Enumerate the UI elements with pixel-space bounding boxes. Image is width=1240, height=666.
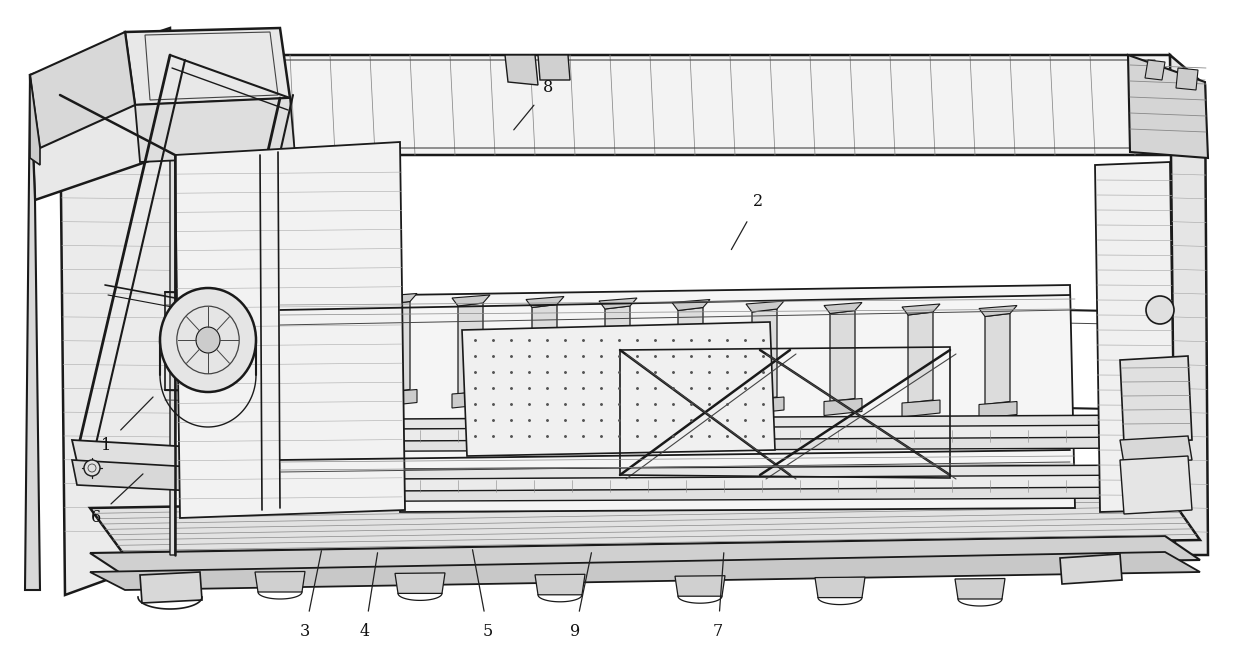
Polygon shape [1060, 554, 1122, 584]
Polygon shape [379, 294, 417, 304]
Polygon shape [1171, 55, 1208, 555]
Polygon shape [91, 552, 1200, 590]
Ellipse shape [160, 288, 255, 392]
Polygon shape [534, 574, 585, 595]
Polygon shape [746, 397, 784, 414]
Polygon shape [678, 308, 703, 398]
Polygon shape [396, 285, 1075, 512]
Polygon shape [30, 28, 175, 200]
Polygon shape [746, 301, 784, 312]
Polygon shape [675, 575, 725, 596]
Polygon shape [505, 55, 538, 85]
Polygon shape [830, 310, 856, 402]
Polygon shape [538, 55, 570, 80]
Text: 9: 9 [570, 553, 591, 641]
Text: 8: 8 [513, 79, 553, 130]
Polygon shape [396, 573, 445, 593]
Polygon shape [1120, 356, 1192, 444]
Text: 4: 4 [360, 553, 377, 641]
Polygon shape [1176, 68, 1198, 90]
Polygon shape [532, 304, 557, 396]
Polygon shape [200, 437, 1154, 452]
Polygon shape [985, 314, 1011, 404]
Polygon shape [526, 392, 564, 410]
Polygon shape [200, 475, 1154, 492]
Polygon shape [60, 55, 175, 595]
Polygon shape [463, 322, 775, 456]
Polygon shape [1120, 436, 1192, 464]
Text: 2: 2 [732, 194, 763, 250]
Polygon shape [170, 55, 1176, 155]
Polygon shape [255, 571, 305, 592]
Polygon shape [200, 487, 1154, 502]
Polygon shape [72, 460, 215, 492]
Polygon shape [299, 292, 337, 303]
Polygon shape [672, 300, 711, 310]
Polygon shape [599, 298, 637, 309]
Polygon shape [200, 415, 1154, 430]
Polygon shape [825, 398, 862, 416]
Text: 3: 3 [300, 551, 321, 641]
Polygon shape [305, 300, 330, 391]
Polygon shape [91, 490, 1200, 556]
Polygon shape [908, 312, 932, 403]
Polygon shape [526, 296, 564, 308]
Polygon shape [91, 536, 1200, 576]
Polygon shape [901, 400, 940, 417]
Polygon shape [672, 396, 711, 412]
Polygon shape [458, 303, 484, 394]
Polygon shape [125, 28, 290, 105]
Text: 6: 6 [91, 474, 143, 527]
Polygon shape [299, 388, 337, 405]
Ellipse shape [196, 327, 219, 353]
Polygon shape [200, 425, 1154, 442]
Polygon shape [825, 302, 862, 314]
Polygon shape [30, 32, 135, 148]
Polygon shape [135, 98, 295, 162]
Polygon shape [175, 142, 405, 518]
Polygon shape [25, 75, 40, 590]
Text: 7: 7 [713, 553, 724, 641]
Polygon shape [1095, 162, 1176, 512]
Polygon shape [1145, 60, 1166, 80]
Polygon shape [30, 75, 40, 165]
Polygon shape [599, 394, 637, 411]
Ellipse shape [84, 460, 100, 476]
Polygon shape [980, 306, 1017, 316]
Ellipse shape [1146, 296, 1174, 324]
Polygon shape [751, 309, 777, 400]
Polygon shape [453, 391, 490, 408]
Polygon shape [453, 295, 490, 306]
Polygon shape [1120, 456, 1192, 514]
Polygon shape [200, 465, 1154, 480]
Text: 5: 5 [472, 549, 494, 641]
Polygon shape [605, 306, 630, 397]
Polygon shape [140, 572, 202, 603]
Polygon shape [384, 302, 410, 392]
Text: 1: 1 [100, 397, 153, 454]
Polygon shape [980, 402, 1017, 418]
Polygon shape [72, 440, 215, 470]
Polygon shape [815, 577, 866, 597]
Polygon shape [379, 390, 417, 406]
Polygon shape [955, 579, 1004, 599]
Polygon shape [1128, 55, 1208, 158]
Polygon shape [170, 55, 175, 555]
Polygon shape [901, 304, 940, 315]
